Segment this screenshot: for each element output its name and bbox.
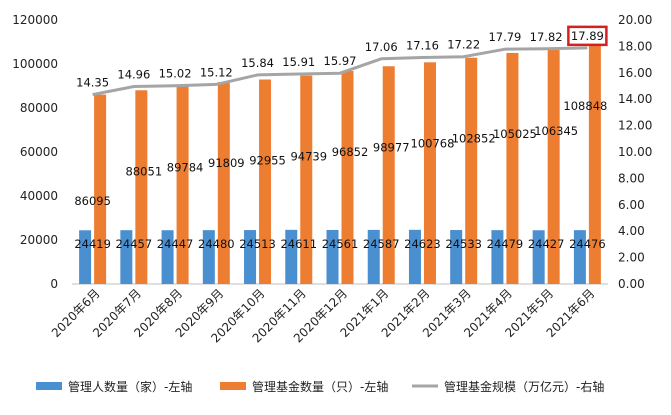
bar-managers [202,230,215,284]
bars-layer [79,44,601,285]
label-managers: 24513 [239,237,276,251]
legend-label: 管理基金数量（只）-左轴 [252,379,388,394]
label-managers: 24611 [280,237,317,251]
bar-funds [135,90,148,284]
bar-funds [176,86,189,285]
bar-funds [217,82,230,284]
legend: 管理人数量（家）-左轴 管理基金数量（只）-左轴 管理基金规模（万亿元）-右轴 [36,379,604,394]
label-fund-size: 17.22 [447,38,480,52]
y-left-tick-label: 20000 [20,233,58,247]
label-managers: 24447 [157,237,194,251]
y-left-tick-label: 100000 [12,57,58,71]
label-managers: 24623 [404,237,441,251]
bar-funds [465,57,478,284]
label-fund-size: 15.91 [282,55,315,69]
bar-funds [547,50,560,284]
bar-funds [341,70,354,284]
label-funds: 100768 [411,136,455,150]
bar-managers [532,230,545,284]
label-fund-size: 17.06 [365,40,398,54]
bar-managers [573,230,586,284]
bar-managers [161,230,174,284]
label-fund-size: 17.79 [488,30,521,44]
label-funds: 91809 [208,156,245,170]
y-right-tick-label: 6.00 [618,198,645,212]
label-funds: 98977 [373,140,410,154]
label-fund-size: 15.12 [200,65,233,79]
bar-managers [450,230,463,284]
label-managers: 24457 [116,237,153,251]
bar-managers [120,230,133,284]
label-fund-size: 15.97 [324,54,357,68]
y-right-tick-label: 18.00 [618,39,652,53]
bar-funds [382,66,395,284]
label-fund-size: 14.96 [117,68,150,82]
label-fund-size: 15.02 [159,67,192,81]
legend-swatch [36,382,62,390]
bar-managers [244,230,257,284]
y-right-tick-label: 2.00 [618,251,645,265]
label-managers: 24427 [528,237,565,251]
label-funds: 86095 [74,194,111,208]
label-funds: 96852 [332,145,369,159]
y-right-tick-label: 4.00 [618,224,645,238]
bar-funds [300,75,313,284]
y-right-tick-label: 16.00 [618,66,652,80]
y-left-tick-label: 120000 [12,13,58,27]
label-managers: 24533 [445,237,482,251]
bar-managers [367,229,380,284]
label-funds: 94739 [290,150,327,164]
bar-managers [491,230,504,284]
label-fund-size: 14.35 [76,76,109,90]
label-funds: 92955 [249,153,286,167]
label-managers: 24479 [487,237,524,251]
labels-layer: 24419 86095 14.35 24457 88051 14.96 24447 89784… [74,25,608,251]
label-fund-size: 17.82 [530,30,563,44]
legend-label: 管理人数量（家）-左轴 [68,379,192,394]
line-fund-size [92,46,588,97]
highlight-box [567,25,608,47]
label-managers: 24480 [198,237,235,251]
label-funds: 105025 [493,127,537,141]
bar-funds [588,44,601,285]
y-right-tick-label: 0.00 [618,277,645,291]
y-left-tick-label: 40000 [20,189,58,203]
label-managers: 24419 [74,237,111,251]
label-managers: 24476 [569,237,606,251]
bar-managers [79,230,92,284]
legend-swatch [220,382,246,390]
label-managers: 24561 [322,237,359,251]
label-funds: 102852 [452,132,496,146]
y-right-tick-label: 10.00 [618,145,652,159]
label-funds: 106345 [534,124,578,138]
y-right-tick-label: 8.00 [618,171,645,185]
line-layer [92,46,588,97]
y-right-tick-label: 14.00 [618,92,652,106]
bar-managers [326,229,339,284]
bar-managers [285,229,298,284]
bar-funds [259,79,272,285]
bar-funds [506,52,519,284]
legend-label: 管理基金规模（万亿元）-右轴 [444,379,604,394]
label-fund-size: 17.16 [406,38,439,52]
bar-funds [94,94,107,284]
y-right-tick-label: 12.00 [618,119,652,133]
label-funds: 108848 [563,99,607,113]
label-fund-size: 17.89 [571,29,604,43]
y-left-tick-label: 0 [50,277,58,291]
bar-funds [423,62,436,285]
y-right-tick-label: 20.00 [618,13,652,27]
label-fund-size: 15.84 [241,56,274,70]
label-funds: 89784 [167,160,204,174]
y-left-tick-label: 60000 [20,145,58,159]
bar-managers [408,229,421,284]
label-managers: 24587 [363,237,400,251]
y-left-tick-label: 80000 [20,101,58,115]
label-funds: 88051 [126,164,163,178]
